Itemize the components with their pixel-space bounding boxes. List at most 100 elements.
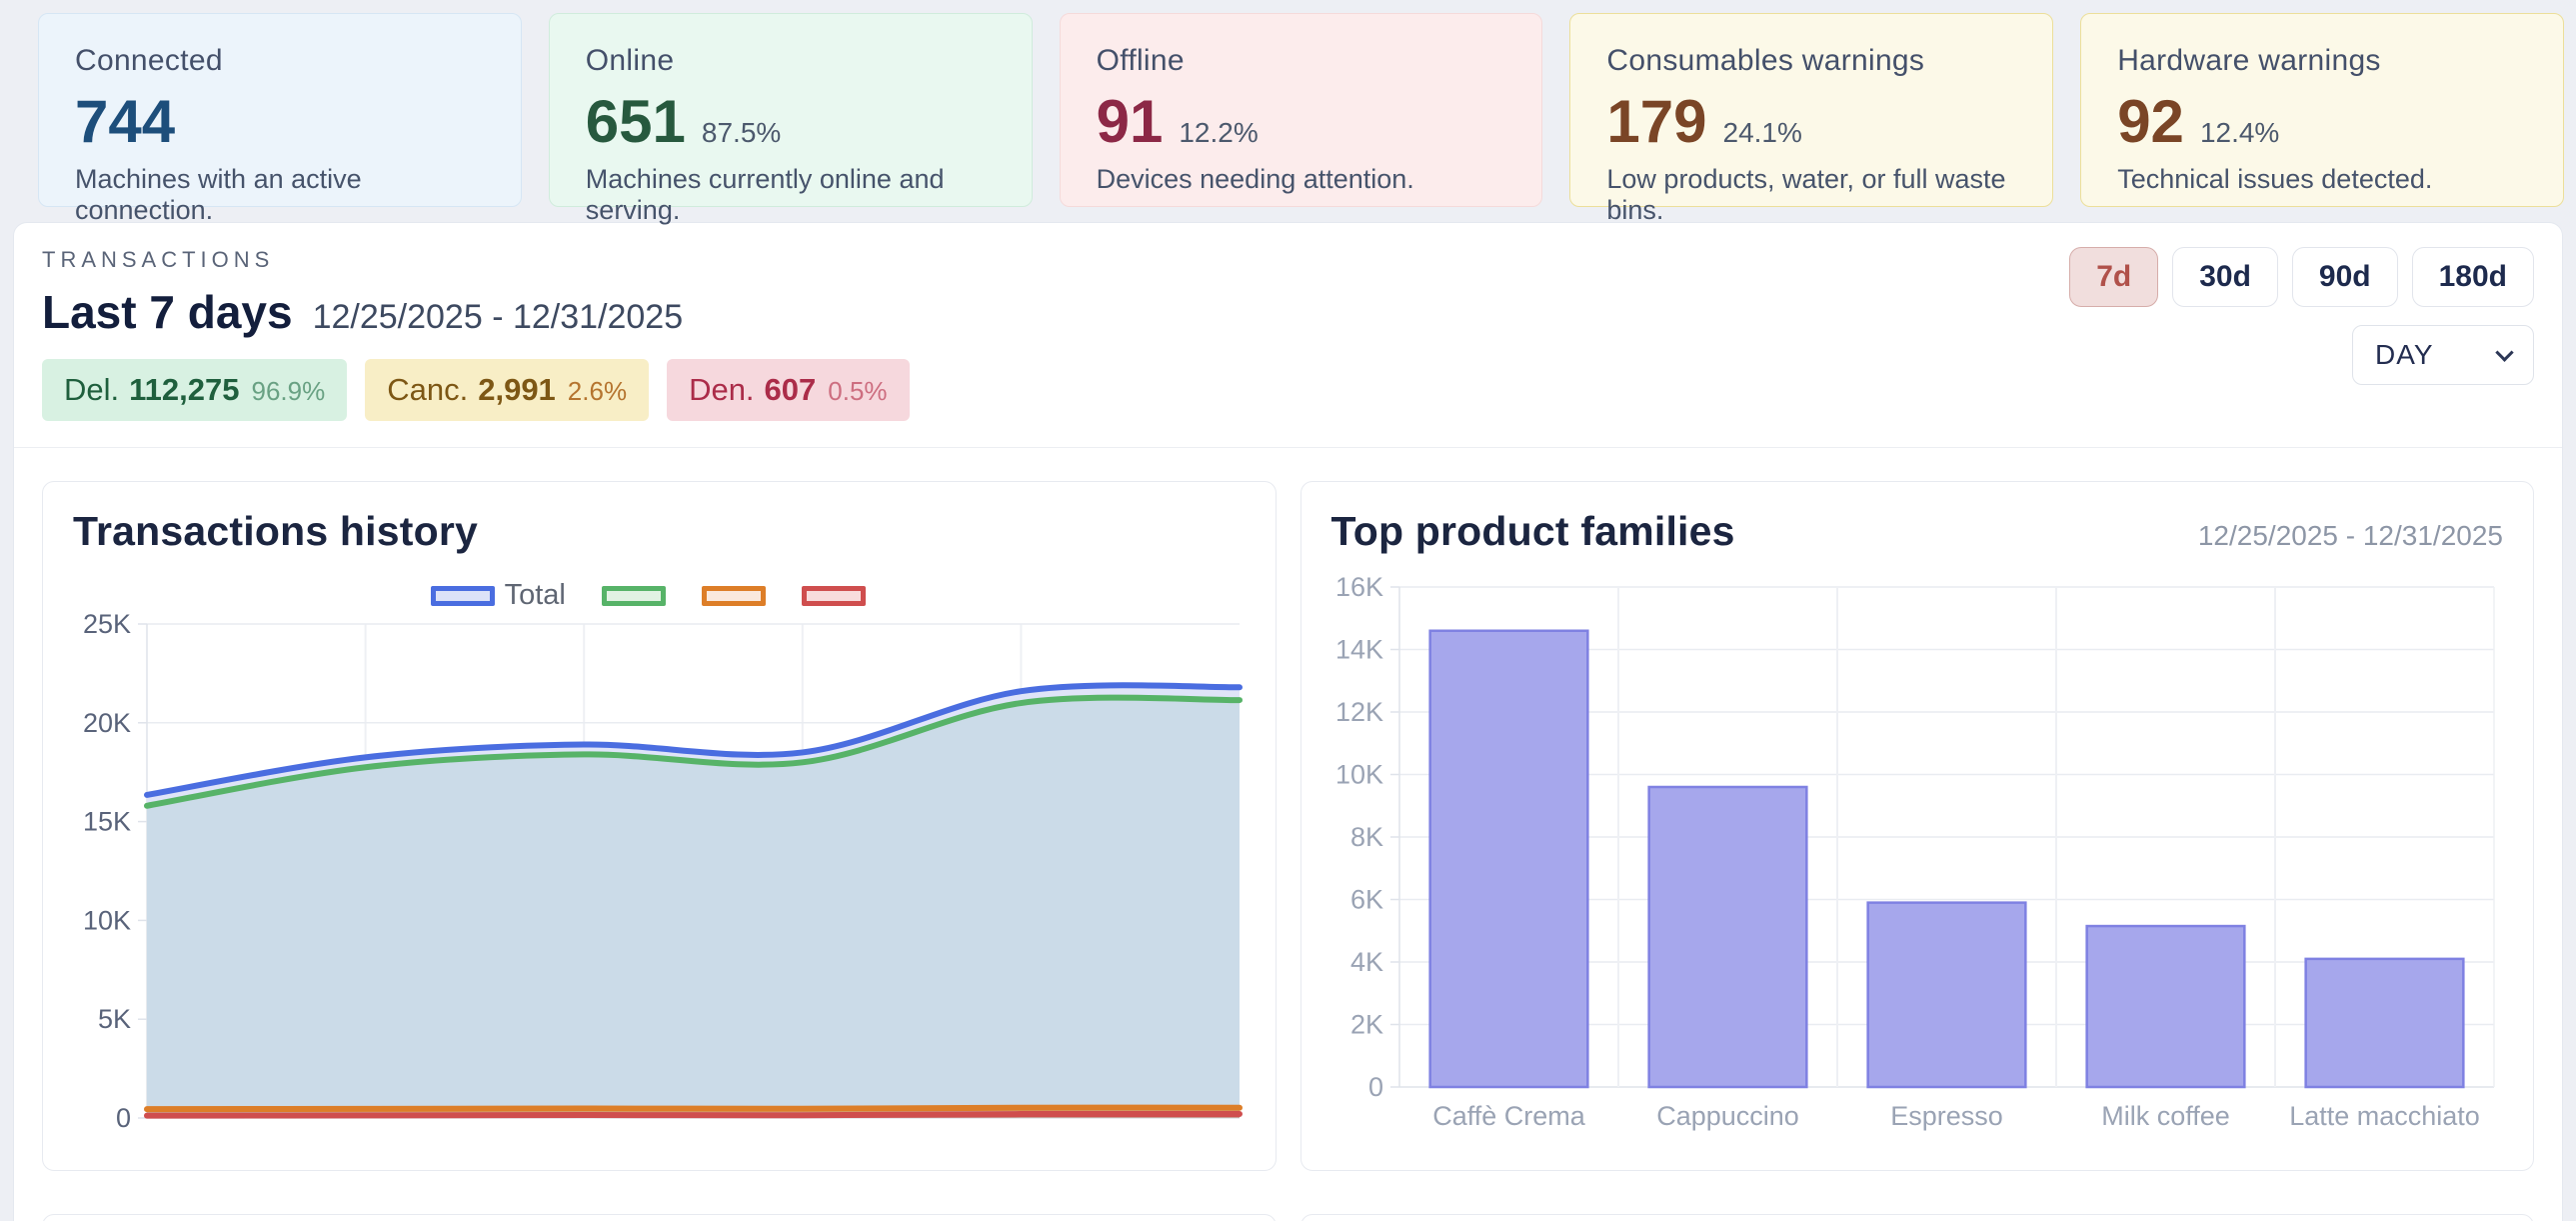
legend-label: Total — [504, 579, 566, 611]
interval-select-value: DAY — [2375, 339, 2434, 370]
stat-title: Connected — [75, 44, 223, 77]
period-title-row: Last 7 days 12/25/2025 - 12/31/2025 — [42, 285, 910, 339]
svg-text:2K: 2K — [1349, 1010, 1382, 1040]
svg-text:14K: 14K — [1334, 635, 1382, 665]
bottom-grid: Machine fleet history Period totals: Con… — [14, 1214, 2562, 1221]
stat-title: Offline — [1096, 44, 1185, 77]
range-button-7d[interactable]: 7d — [2069, 247, 2159, 307]
stat-value-row: 91 12.2% — [1097, 92, 1506, 152]
delivered-percent: 96.9% — [251, 376, 326, 406]
stat-title: Online — [585, 44, 675, 77]
range-button-90d[interactable]: 90d — [2291, 247, 2398, 307]
transactions-controls: 7d 30d 90d 180d DAY — [2069, 247, 2534, 385]
stat-title: Hardware warnings — [2117, 44, 2381, 77]
svg-text:8K: 8K — [1349, 822, 1382, 852]
delivered-label: Del. — [64, 372, 120, 407]
stat-card-online: Online 651 87.5% Machines currently onli… — [548, 13, 1033, 225]
svg-text:Caffè Crema: Caffè Crema — [1432, 1101, 1586, 1131]
top-product-families-svg: 0 2K 4K 6K 8K 10K 12K 14K 16K Caffè Crema Cappucci… — [1334, 572, 2495, 1131]
denied-label: Den. — [689, 372, 755, 407]
top-product-families-card: Top product families 12/25/2025 - 12/31/… — [1299, 481, 2534, 1171]
stat-value-row: 744 — [75, 92, 485, 152]
svg-text:12K: 12K — [1334, 697, 1382, 727]
svg-text:0: 0 — [116, 1103, 131, 1133]
transactions-header: TRANSACTIONS Last 7 days 12/25/2025 - 12… — [14, 223, 2562, 448]
transactions-history-card: Transactions history Total 0 5K 10K 15K 20K 2… — [42, 481, 1277, 1171]
svg-text:Milk coffee: Milk coffee — [2101, 1101, 2230, 1131]
stat-description: Low products, water, or full waste bins. — [1606, 164, 2006, 225]
transactions-header-left: TRANSACTIONS Last 7 days 12/25/2025 - 12… — [42, 247, 910, 421]
cancelled-value: 2,991 — [478, 372, 556, 407]
transactions-panel: TRANSACTIONS Last 7 days 12/25/2025 - 12… — [13, 222, 2563, 1221]
stat-percent: 12.4% — [2199, 117, 2280, 148]
bar-1 — [1646, 785, 1808, 1089]
svg-text:20K: 20K — [83, 708, 131, 738]
stat-card-consumables-warnings: Consumables warnings 179 24.1% Low produ… — [1569, 13, 2054, 225]
legend-swatch — [701, 585, 766, 606]
stat-value: 92 — [2117, 88, 2184, 155]
svg-text:15K: 15K — [83, 807, 131, 837]
range-button-group: 7d 30d 90d 180d — [2069, 247, 2534, 307]
bar-4 — [2303, 957, 2465, 1089]
legend-swatch — [801, 585, 866, 606]
bar-2 — [1865, 901, 2027, 1089]
stat-value: 91 — [1096, 88, 1164, 155]
legend-item-series-2[interactable] — [701, 585, 766, 606]
stat-value: 651 — [585, 88, 686, 155]
top-product-families-header: Top product families 12/25/2025 - 12/31/… — [1331, 508, 2504, 555]
stat-card-connected: Connected 744 Machines with an active co… — [38, 13, 522, 225]
range-button-180d[interactable]: 180d — [2411, 247, 2534, 307]
cancelled-label: Canc. — [387, 372, 469, 407]
svg-text:5K: 5K — [98, 1004, 131, 1034]
top-product-families-chart: 0 2K 4K 6K 8K 10K 12K 14K 16K Caffè Crema Cappucci… — [1331, 572, 2504, 1144]
svg-text:0: 0 — [1367, 1072, 1382, 1102]
stat-percent: 12.2% — [1179, 117, 1259, 148]
chart-title: Top product families — [1330, 508, 1735, 554]
stat-title: Consumables warnings — [1606, 44, 1925, 77]
svg-text:10K: 10K — [83, 905, 131, 935]
stat-value-row: 92 12.4% — [2117, 92, 2527, 152]
period-date-range: 12/25/2025 - 12/31/2025 — [312, 298, 684, 336]
cancelled-badge: Canc. 2,991 2.6% — [365, 359, 650, 421]
stat-percent: 87.5% — [701, 117, 782, 148]
svg-text:25K: 25K — [83, 612, 131, 639]
transaction-totals: Del. 112,275 96.9% Canc. 2,991 2.6% Den.… — [42, 359, 910, 421]
legend-swatch — [601, 585, 666, 606]
stat-value-row: 651 87.5% — [586, 92, 996, 152]
svg-text:6K: 6K — [1349, 885, 1382, 915]
machine-fleet-history-card: Machine fleet history Period totals: Con… — [42, 1214, 1277, 1221]
interval-select[interactable]: DAY — [2352, 325, 2534, 385]
denied-value: 607 — [764, 372, 817, 407]
stat-description: Devices needing attention. — [1096, 164, 1414, 194]
stat-value: 179 — [1606, 88, 1707, 155]
legend-item-total[interactable]: Total — [430, 579, 566, 612]
chevron-down-icon — [2495, 342, 2514, 362]
stat-percent: 24.1% — [1722, 117, 1802, 148]
cancelled-percent: 2.6% — [567, 376, 628, 406]
svg-text:4K: 4K — [1349, 947, 1382, 977]
stats-row: Connected 744 Machines with an active co… — [38, 13, 2564, 225]
section-label: TRANSACTIONS — [42, 247, 275, 272]
worst-product-families-card: Worst product families 12/25/2025 - 12/3… — [1299, 1214, 2534, 1221]
stat-description: Machines currently online and serving. — [585, 164, 945, 225]
denied-percent: 0.5% — [828, 376, 888, 406]
denied-badge: Den. 607 0.5% — [667, 359, 910, 421]
stat-value: 744 — [75, 88, 176, 155]
stat-description: Machines with an active connection. — [75, 164, 362, 225]
stat-card-offline: Offline 91 12.2% Devices needing attenti… — [1059, 13, 1543, 207]
transactions-history-header: Transactions history — [73, 508, 1246, 555]
stat-card-hardware-warnings: Hardware warnings 92 12.4% Technical iss… — [2080, 13, 2564, 207]
stat-value-row: 179 24.1% — [1606, 92, 2016, 152]
legend-item-series-1[interactable] — [601, 585, 666, 606]
svg-text:10K: 10K — [1334, 760, 1382, 790]
bar-0 — [1427, 629, 1589, 1089]
chart-title: Transactions history — [73, 508, 479, 554]
chart-legend: Total — [73, 579, 1246, 612]
legend-item-series-3[interactable] — [801, 585, 866, 606]
transactions-history-chart: 0 5K 10K 15K 20K 25K — [73, 609, 1246, 1145]
svg-text:Latte macchiato: Latte macchiato — [2289, 1101, 2480, 1131]
stat-description: Technical issues detected. — [2117, 164, 2433, 194]
delivered-badge: Del. 112,275 96.9% — [42, 359, 348, 421]
range-button-30d[interactable]: 30d — [2172, 247, 2278, 307]
legend-swatch — [430, 585, 495, 606]
